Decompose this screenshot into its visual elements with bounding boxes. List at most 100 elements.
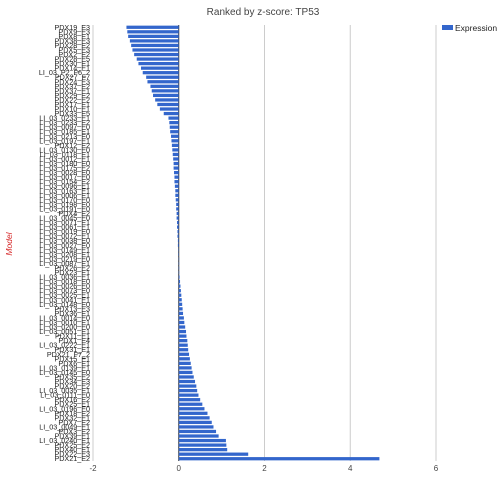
bar-70[interactable] <box>178 343 188 347</box>
bar-29[interactable] <box>173 157 179 161</box>
bar-12[interactable] <box>147 80 179 84</box>
bar-94[interactable] <box>178 452 249 456</box>
legend[interactable]: Expression <box>442 23 497 33</box>
bar-58[interactable] <box>178 289 181 293</box>
bar-16[interactable] <box>155 98 179 102</box>
bar-69[interactable] <box>178 339 188 343</box>
bar-4[interactable] <box>131 43 179 48</box>
bar-57[interactable] <box>178 284 181 288</box>
bar-77[interactable] <box>178 375 194 379</box>
category-label-58: LI_03_0073_E0 <box>39 286 90 295</box>
bar-24[interactable] <box>171 134 179 138</box>
bar-22[interactable] <box>169 125 179 129</box>
bar-86[interactable] <box>178 416 210 420</box>
bar-11[interactable] <box>146 75 179 79</box>
bar-30[interactable] <box>173 161 179 166</box>
bar-78[interactable] <box>178 379 196 384</box>
bar-60[interactable] <box>178 298 182 302</box>
bar-33[interactable] <box>174 175 179 179</box>
bar-68[interactable] <box>178 334 187 338</box>
bar-44[interactable] <box>177 225 179 229</box>
bar-59[interactable] <box>178 293 182 297</box>
bar-95[interactable] <box>178 457 380 461</box>
bar-40[interactable] <box>176 207 179 211</box>
bar-66[interactable] <box>178 325 186 329</box>
category-label-10: LI_03_P2_F6_2 <box>39 68 90 77</box>
bar-65[interactable] <box>178 320 185 325</box>
bar-35[interactable] <box>174 184 179 188</box>
bar-32[interactable] <box>174 170 179 175</box>
bar-28[interactable] <box>172 152 179 157</box>
bar-1[interactable] <box>127 30 179 34</box>
bar-8[interactable] <box>138 61 179 66</box>
bar-10[interactable] <box>142 71 179 75</box>
bar-13[interactable] <box>150 84 179 88</box>
bar-9[interactable] <box>141 66 179 70</box>
bar-38[interactable] <box>175 198 179 202</box>
bar-47[interactable] <box>177 239 179 243</box>
bar-27[interactable] <box>172 148 179 152</box>
bar-89[interactable] <box>178 429 217 434</box>
bar-15[interactable] <box>153 93 179 98</box>
bar-62[interactable] <box>178 307 183 311</box>
bar-7[interactable] <box>136 57 179 61</box>
bar-6[interactable] <box>134 52 179 57</box>
y-axis-title: Model <box>4 231 14 255</box>
bar-5[interactable] <box>132 48 179 52</box>
bar-80[interactable] <box>178 388 198 393</box>
bar-55[interactable] <box>178 275 180 279</box>
bar-45[interactable] <box>177 230 179 234</box>
bar-79[interactable] <box>178 384 197 388</box>
category-label-3: PDX38_E3 <box>54 36 90 45</box>
bar-84[interactable] <box>178 407 205 411</box>
bar-85[interactable] <box>178 411 208 415</box>
bar-42[interactable] <box>176 216 179 220</box>
category-label-33: LI_03_0017_E0 <box>39 173 90 182</box>
bar-39[interactable] <box>176 202 179 207</box>
bar-23[interactable] <box>170 130 179 134</box>
bar-34[interactable] <box>174 180 179 184</box>
bar-43[interactable] <box>177 220 179 225</box>
bar-87[interactable] <box>178 420 212 425</box>
bar-19[interactable] <box>163 111 179 116</box>
bar-81[interactable] <box>178 393 199 397</box>
bar-21[interactable] <box>169 121 179 125</box>
bar-3[interactable] <box>129 39 179 43</box>
category-label-5: PDX5_E3 <box>58 45 90 54</box>
bar-2[interactable] <box>128 34 179 38</box>
bar-36[interactable] <box>175 189 179 193</box>
bar-26[interactable] <box>171 143 179 147</box>
bar-14[interactable] <box>151 89 179 93</box>
bar-74[interactable] <box>178 361 191 365</box>
bar-73[interactable] <box>178 357 190 361</box>
bar-46[interactable] <box>177 234 179 238</box>
bar-82[interactable] <box>178 398 201 402</box>
bar-31[interactable] <box>173 166 179 170</box>
bar-18[interactable] <box>159 107 179 111</box>
bar-25[interactable] <box>171 139 179 143</box>
bar-75[interactable] <box>178 366 192 370</box>
bar-17[interactable] <box>157 102 179 107</box>
bar-76[interactable] <box>178 370 193 375</box>
bar-90[interactable] <box>178 434 219 438</box>
category-label-28: LI_03_0118_E1 <box>40 150 90 159</box>
bar-63[interactable] <box>178 311 184 316</box>
bar-83[interactable] <box>178 402 203 406</box>
bar-67[interactable] <box>178 329 187 334</box>
bar-48[interactable] <box>177 243 179 247</box>
bar-20[interactable] <box>168 116 179 120</box>
bar-37[interactable] <box>175 193 179 197</box>
bar-91[interactable] <box>178 438 226 443</box>
bar-61[interactable] <box>178 302 183 306</box>
category-label-89: PDX3_E2 <box>58 427 90 436</box>
bar-64[interactable] <box>178 316 184 320</box>
bar-88[interactable] <box>178 425 214 429</box>
bar-0[interactable] <box>126 25 179 29</box>
bar-71[interactable] <box>178 348 189 352</box>
bar-93[interactable] <box>178 448 228 452</box>
bar-72[interactable] <box>178 352 190 356</box>
bar-92[interactable] <box>178 443 227 447</box>
category-label-88: LI_03_0049_E1 <box>39 422 90 431</box>
bar-41[interactable] <box>176 211 179 216</box>
bar-56[interactable] <box>178 279 181 284</box>
